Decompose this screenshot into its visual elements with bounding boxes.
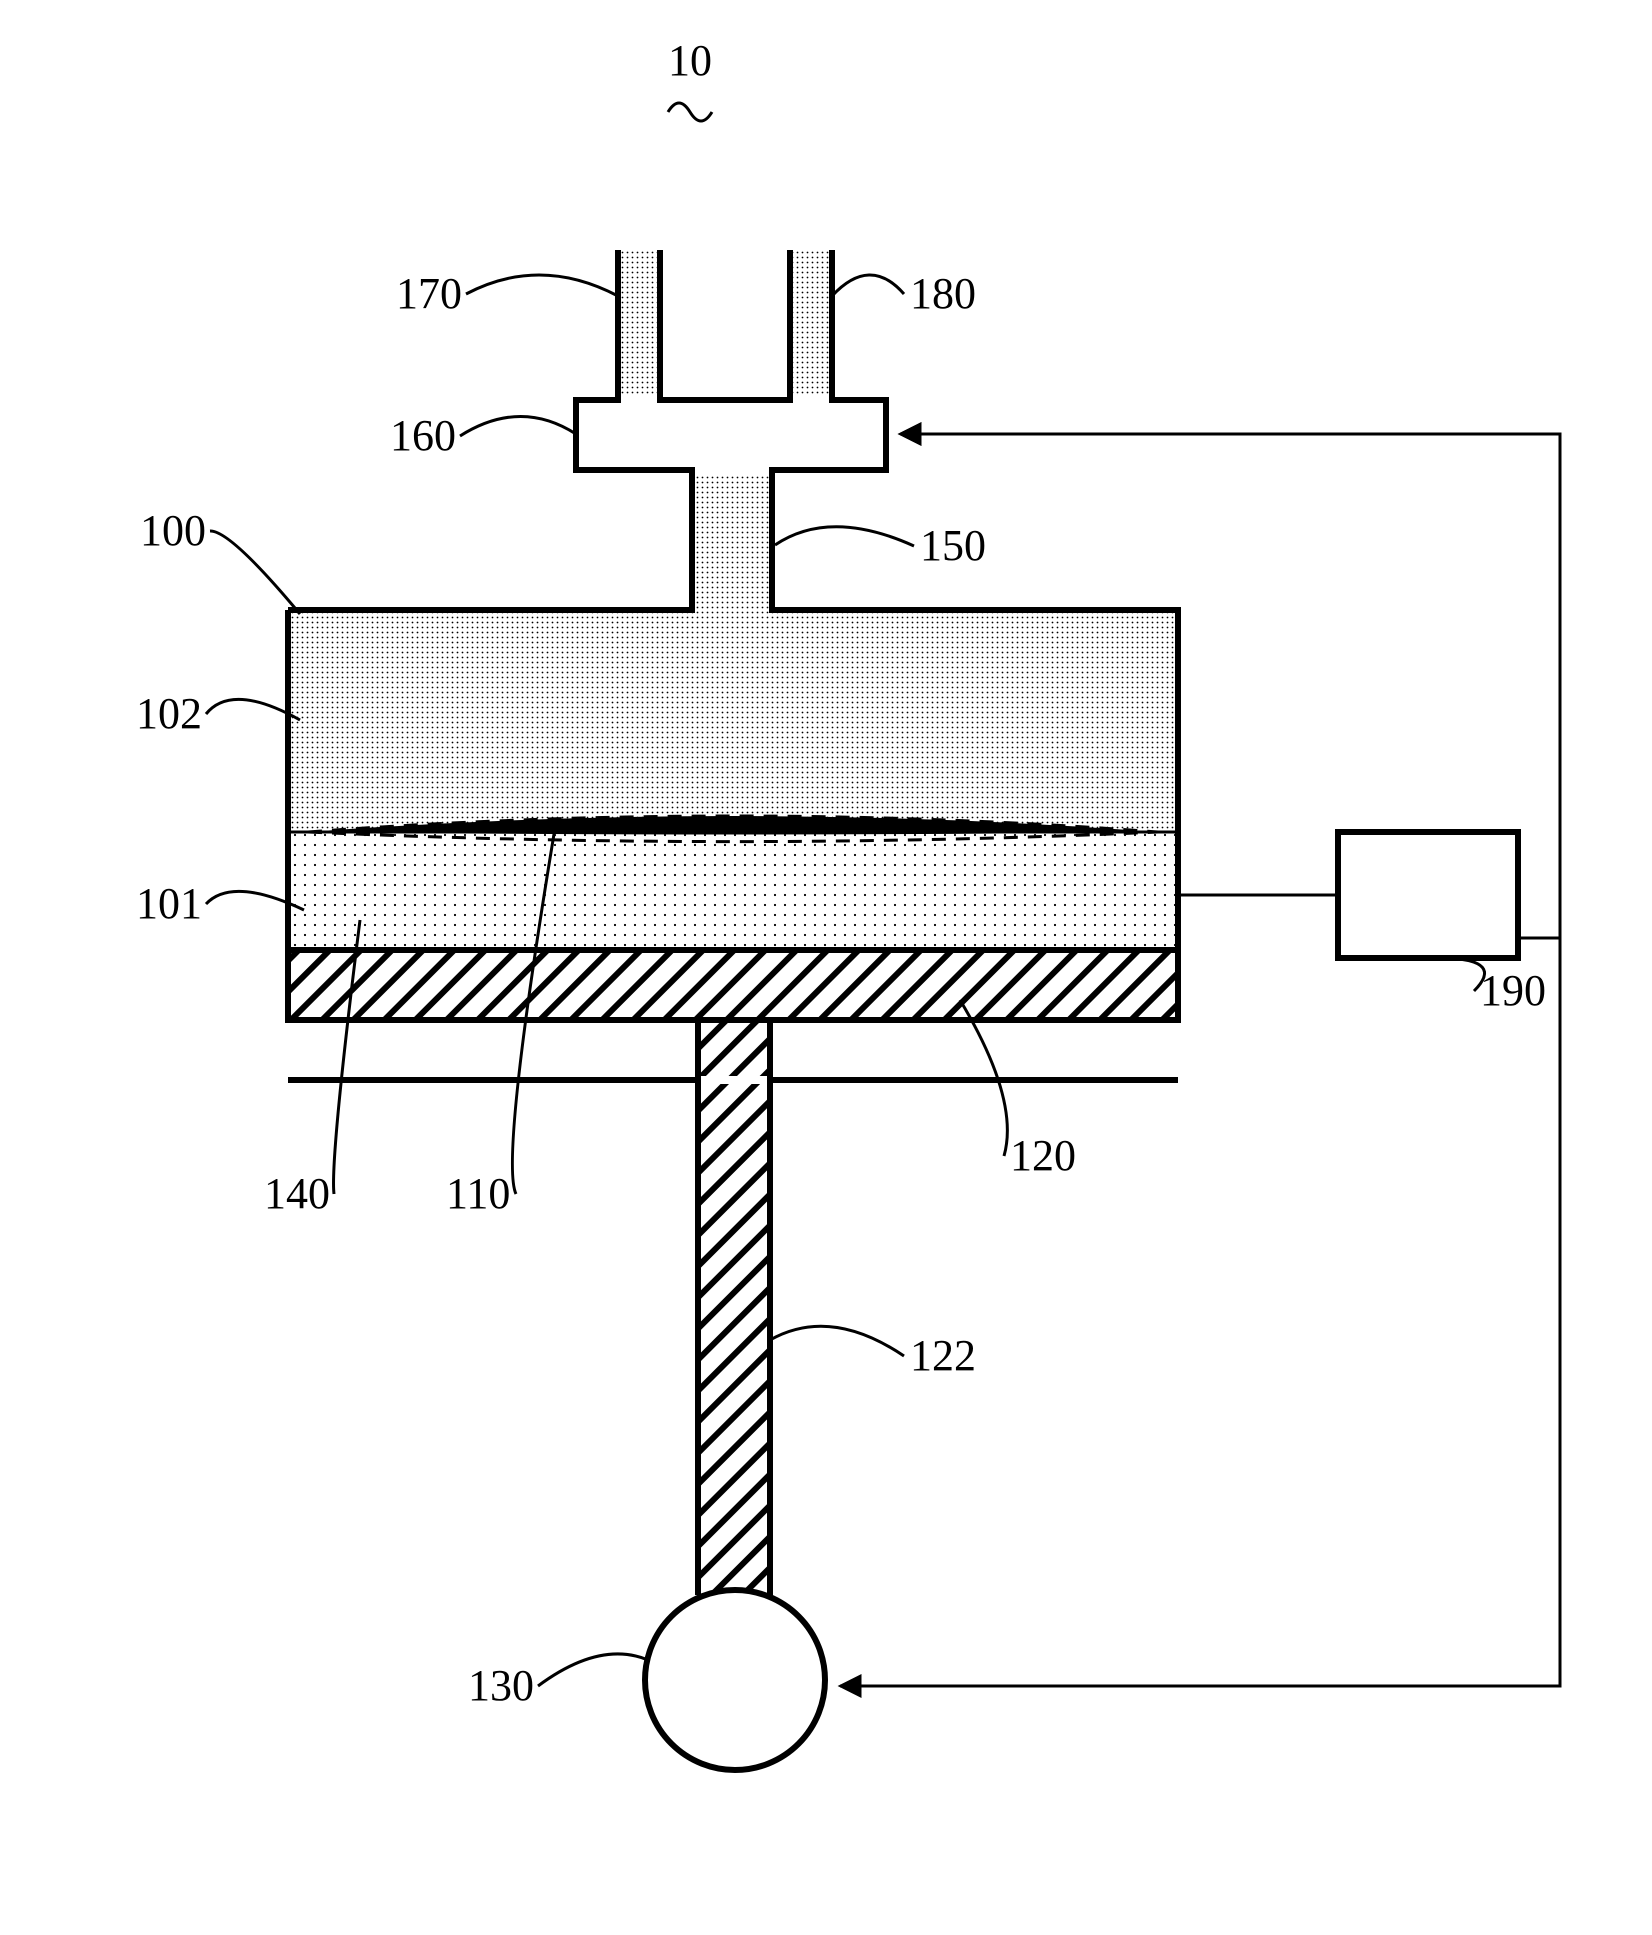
label-10: 10 xyxy=(668,36,712,85)
mixer-box xyxy=(576,400,886,470)
label-120: 120 xyxy=(1010,1131,1076,1180)
motor xyxy=(645,1590,825,1770)
leader-line xyxy=(210,531,300,614)
label-122: 122 xyxy=(910,1331,976,1380)
leader-line xyxy=(538,1654,648,1686)
leader-line xyxy=(775,527,914,546)
label-101: 101 xyxy=(136,879,202,928)
label-110: 110 xyxy=(446,1169,510,1218)
label-170: 170 xyxy=(396,269,462,318)
label-102: 102 xyxy=(136,689,202,738)
leader-line xyxy=(460,416,576,436)
leader-line xyxy=(1445,958,1485,991)
controller-box xyxy=(1338,832,1518,958)
label-140: 140 xyxy=(264,1169,330,1218)
label-190: 190 xyxy=(1480,966,1546,1015)
label-180: 180 xyxy=(910,269,976,318)
leader-line xyxy=(832,275,904,296)
label-160: 160 xyxy=(390,411,456,460)
wire-controller-to-motor xyxy=(840,938,1560,1686)
leader-line xyxy=(466,275,618,296)
label-130: 130 xyxy=(468,1661,534,1710)
leader-line xyxy=(770,1326,904,1356)
label-150: 150 xyxy=(920,521,986,570)
label-100: 100 xyxy=(140,506,206,555)
figure-number-squiggle xyxy=(668,103,712,121)
